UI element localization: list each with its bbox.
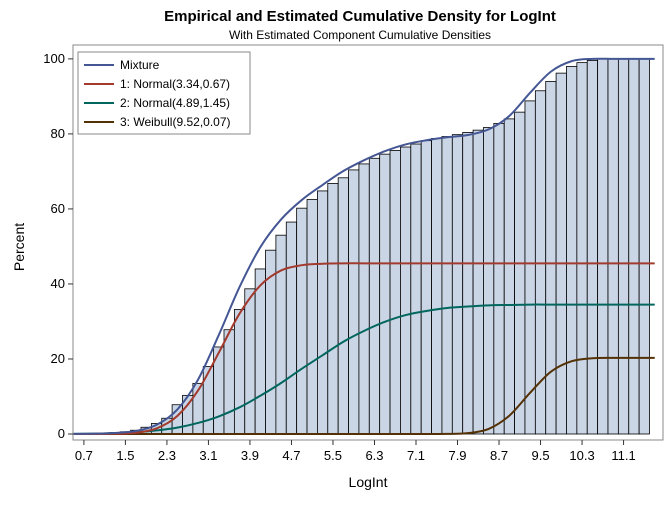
bar bbox=[224, 330, 234, 434]
x-tick-label: 1.5 bbox=[116, 448, 134, 463]
x-tick-label: 2.3 bbox=[158, 448, 176, 463]
bar bbox=[234, 309, 244, 434]
bar bbox=[380, 154, 390, 434]
y-tick-label: 40 bbox=[51, 276, 65, 291]
bar bbox=[203, 366, 213, 434]
bar bbox=[629, 59, 639, 434]
bar bbox=[618, 59, 628, 434]
bar bbox=[598, 59, 608, 434]
bar bbox=[297, 208, 307, 434]
y-tick-label: 80 bbox=[51, 126, 65, 141]
legend-label: 2: Normal(4.89,1.45) bbox=[120, 96, 230, 110]
x-tick-label: 3.9 bbox=[241, 448, 259, 463]
y-tick-label: 100 bbox=[43, 51, 65, 66]
bar bbox=[587, 60, 597, 434]
bar bbox=[483, 128, 493, 434]
x-tick-label: 6.3 bbox=[365, 448, 383, 463]
bar bbox=[307, 200, 317, 434]
x-tick-label: 7.9 bbox=[448, 448, 466, 463]
bar bbox=[390, 150, 400, 434]
bar bbox=[442, 137, 452, 434]
bar bbox=[546, 81, 556, 434]
chart-title: Empirical and Estimated Cumulative Densi… bbox=[164, 8, 556, 25]
bar bbox=[473, 130, 483, 434]
y-tick-label: 60 bbox=[51, 201, 65, 216]
bar bbox=[411, 144, 421, 434]
bar bbox=[515, 112, 525, 434]
bar bbox=[504, 119, 514, 434]
bar bbox=[432, 138, 442, 434]
y-tick-label: 0 bbox=[58, 426, 65, 441]
x-tick-label: 11.1 bbox=[611, 448, 635, 463]
bar bbox=[369, 158, 379, 434]
y-tick-label: 20 bbox=[51, 351, 65, 366]
x-tick-label: 0.7 bbox=[75, 448, 93, 463]
bar bbox=[577, 63, 587, 434]
bar bbox=[400, 147, 410, 434]
x-tick-label: 10.3 bbox=[569, 448, 594, 463]
bar bbox=[359, 164, 369, 434]
bar bbox=[566, 66, 576, 434]
x-tick-label: 7.1 bbox=[407, 448, 425, 463]
bar bbox=[556, 73, 566, 434]
x-tick-label: 4.7 bbox=[282, 448, 300, 463]
y-axis-label: Percent bbox=[11, 223, 27, 271]
bar bbox=[276, 235, 286, 434]
bar bbox=[608, 59, 618, 434]
x-axis-label: LogInt bbox=[349, 474, 388, 490]
bar bbox=[349, 170, 359, 434]
bar bbox=[494, 123, 504, 434]
x-tick-label: 3.1 bbox=[199, 448, 217, 463]
legend-label: 3: Weibull(9.52,0.07) bbox=[120, 115, 231, 129]
bar bbox=[639, 59, 649, 434]
chart-subtitle: With Estimated Component Cumulative Dens… bbox=[229, 28, 491, 42]
bar bbox=[452, 135, 462, 434]
bar bbox=[463, 132, 473, 434]
x-tick-label: 5.5 bbox=[324, 448, 342, 463]
x-tick-label: 8.7 bbox=[490, 448, 508, 463]
bar bbox=[286, 222, 296, 434]
bar bbox=[525, 101, 535, 434]
bar bbox=[338, 178, 348, 434]
bar bbox=[421, 141, 431, 434]
bar bbox=[317, 191, 327, 434]
legend-label: Mixture bbox=[120, 58, 160, 72]
x-tick-label: 9.5 bbox=[531, 448, 549, 463]
bar bbox=[328, 183, 338, 434]
legend-label: 1: Normal(3.34,0.67) bbox=[120, 77, 230, 91]
bar bbox=[245, 289, 255, 434]
bar bbox=[255, 269, 265, 434]
